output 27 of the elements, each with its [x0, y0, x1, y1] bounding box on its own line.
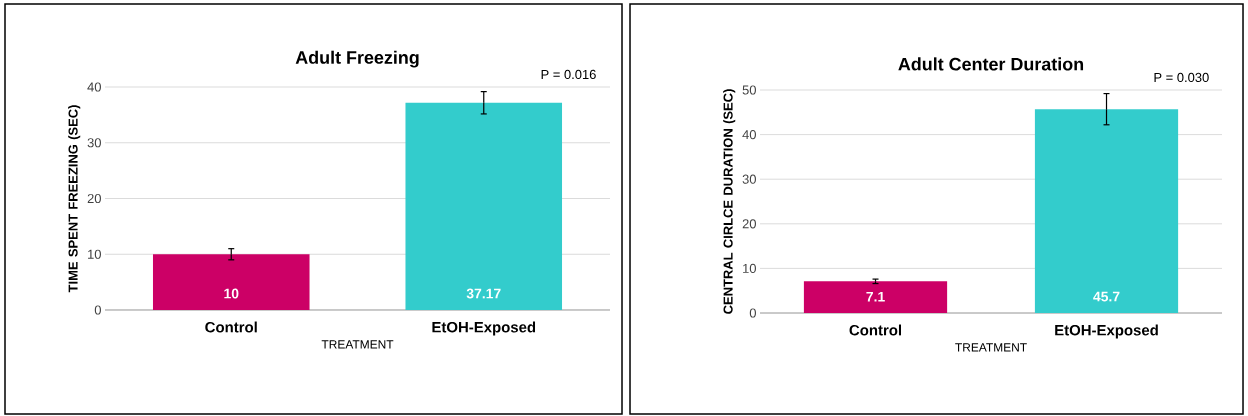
y-tick-label: 30	[742, 174, 756, 184]
data-label: 45.7	[1093, 291, 1120, 302]
text: P = 0.016	[541, 69, 596, 80]
x-tick-label: Control	[849, 324, 902, 336]
x-axis-title: TREATMENT	[321, 340, 394, 349]
y-tick-label: 10	[743, 263, 756, 273]
x-tick-label: EtOH-Exposed	[432, 321, 536, 336]
y-tick-label: 0	[94, 305, 101, 315]
y-tick-label: 40	[742, 130, 756, 140]
chart-title: Adult Center Duration	[898, 57, 1084, 71]
y-tick-label: 20	[742, 219, 756, 229]
y-axis-title: TIME SPENT FREEZING (SEC)	[68, 105, 81, 293]
x-tick-label: Control	[205, 321, 257, 333]
y-tick-label: 40	[87, 82, 101, 92]
data-label: 10	[224, 288, 239, 299]
text: P = 0.030	[1154, 72, 1209, 83]
x-tick-label: EtOH-Exposed	[1055, 324, 1158, 339]
y-tick-label: 20	[87, 193, 101, 204]
y-tick-label: 0	[749, 308, 756, 318]
y-tick-label: 50	[742, 85, 756, 95]
data-label: 37.17	[466, 288, 501, 299]
chart-title: Adult Freezing	[295, 50, 419, 68]
y-axis-title: CENTRAL CIRLCE DURATION (SEC)	[723, 89, 736, 314]
x-axis-title: TREATMENT	[955, 343, 1027, 352]
y-tick-label: 10	[88, 249, 101, 259]
y-tick-label: 30	[87, 138, 101, 148]
data-label: 7.1	[866, 291, 885, 302]
